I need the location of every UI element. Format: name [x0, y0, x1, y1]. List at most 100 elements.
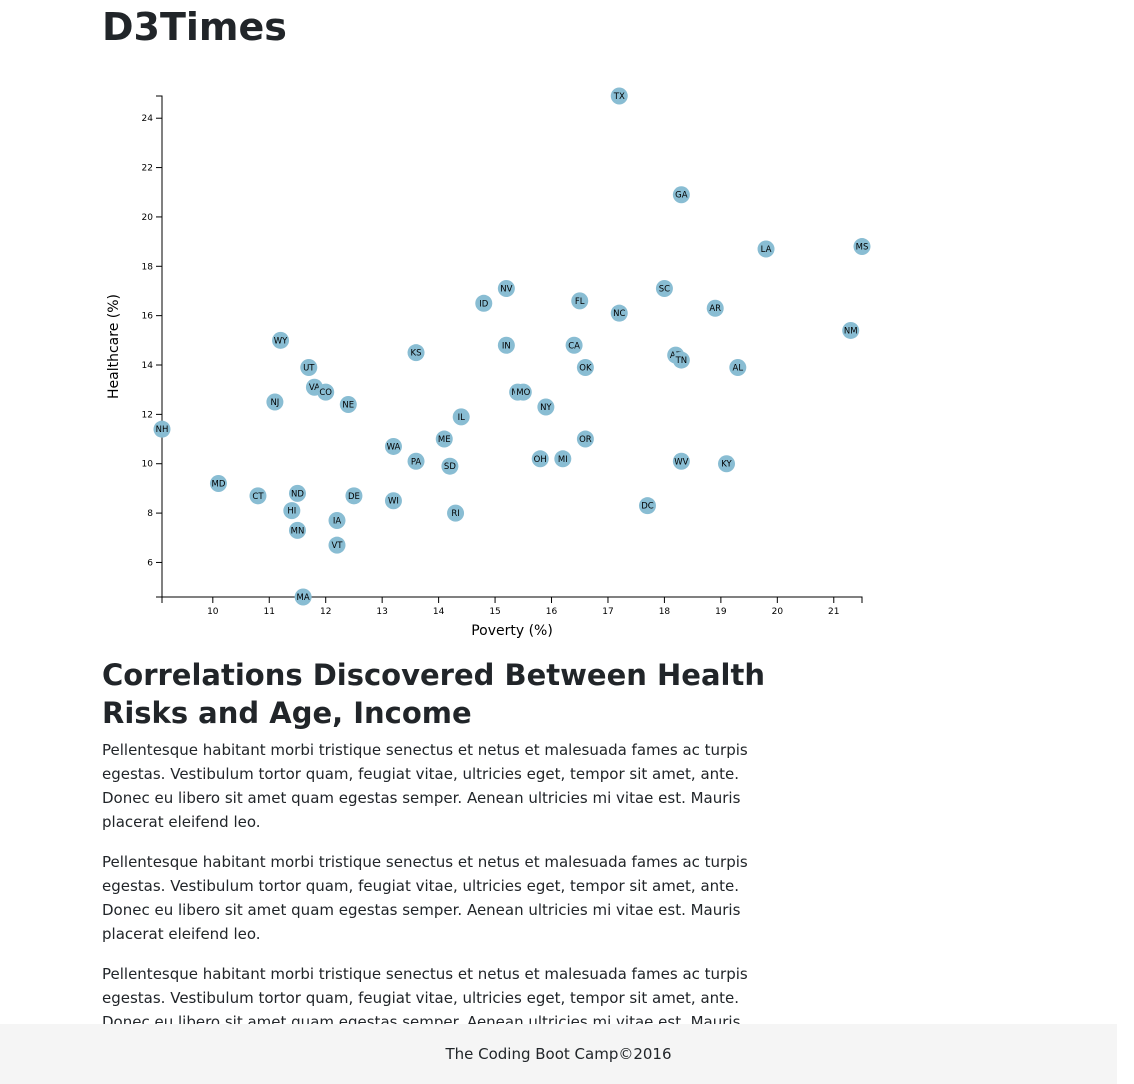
data-point[interactable]: [452, 408, 470, 426]
y-tick-label: 20: [142, 213, 154, 223]
data-point-label: NM: [844, 326, 858, 336]
data-point[interactable]: [672, 452, 690, 470]
data-point[interactable]: [576, 430, 594, 448]
data-point[interactable]: [317, 383, 335, 401]
data-point[interactable]: [757, 240, 775, 258]
data-point-label: OK: [579, 363, 592, 373]
article-paragraph: Pellentesque habitant morbi tristique se…: [102, 853, 748, 943]
y-tick-label: 14: [142, 361, 154, 371]
data-point[interactable]: [537, 398, 555, 416]
data-point-label: MS: [856, 243, 869, 253]
data-point[interactable]: [706, 299, 724, 317]
data-point[interactable]: [672, 186, 690, 204]
data-point[interactable]: [407, 344, 425, 362]
data-point[interactable]: [729, 358, 747, 376]
data-point[interactable]: [447, 504, 465, 522]
data-point-label: IN: [502, 341, 511, 351]
data-point[interactable]: [266, 393, 284, 411]
data-point-label: WA: [387, 442, 401, 452]
y-axis-line: [156, 95, 163, 598]
data-point-label: AR: [709, 304, 721, 314]
data-point[interactable]: [514, 383, 532, 401]
data-point-label: MA: [297, 593, 310, 603]
data-point[interactable]: [497, 336, 515, 354]
data-point-label: TX: [613, 92, 625, 102]
data-point-label: NC: [613, 309, 625, 319]
data-point-label: DC: [641, 502, 654, 512]
data-point-label: KS: [411, 349, 422, 359]
scatter-chart: 10 11 12 13 14 15 16 17 18 19 20 21 6 8 10 12 14 16 18 20 2…: [106, 87, 871, 639]
data-point[interactable]: [407, 452, 425, 470]
data-point[interactable]: [328, 536, 346, 554]
x-tick-label: 10: [207, 607, 219, 617]
data-point-label: NJ: [270, 398, 279, 408]
x-tick-label: 17: [602, 607, 613, 617]
data-point[interactable]: [441, 457, 459, 475]
data-point[interactable]: [475, 294, 493, 312]
data-point-label: SD: [444, 462, 456, 472]
data-point[interactable]: [345, 487, 363, 505]
data-point[interactable]: [672, 351, 690, 369]
y-axis-label: Healthcare (%): [106, 294, 122, 399]
x-tick-label: 12: [320, 607, 331, 617]
x-tick-label: 19: [715, 607, 727, 617]
data-point[interactable]: [554, 450, 572, 468]
x-axis-label: Poverty (%): [471, 623, 553, 639]
data-point[interactable]: [384, 492, 402, 510]
footer: The Coding Boot Camp©2016: [0, 1024, 1117, 1084]
data-point[interactable]: [249, 487, 267, 505]
data-point-label: ME: [438, 435, 451, 445]
data-point[interactable]: [339, 395, 357, 413]
data-point-label: MD: [212, 479, 226, 489]
data-point-label: NY: [540, 403, 552, 413]
x-tick-label: 21: [828, 607, 839, 617]
data-point-label: TN: [675, 356, 688, 366]
data-point-label: SC: [659, 285, 670, 295]
data-point[interactable]: [384, 437, 402, 455]
data-point-label: OH: [534, 455, 547, 465]
data-point[interactable]: [638, 497, 656, 515]
data-point[interactable]: [209, 474, 227, 492]
data-point-label: ND: [291, 489, 304, 499]
data-point[interactable]: [497, 280, 515, 298]
data-point[interactable]: [294, 588, 312, 606]
page-title: D3Times: [102, 5, 287, 49]
x-tick-label: 20: [772, 607, 784, 617]
data-point[interactable]: [842, 321, 860, 339]
data-point-label: DE: [348, 492, 360, 502]
data-point[interactable]: [531, 450, 549, 468]
data-point[interactable]: [435, 430, 453, 448]
data-point-label: NH: [156, 425, 169, 435]
x-tick-label: 13: [376, 607, 387, 617]
data-point-label: WI: [388, 497, 399, 507]
data-point[interactable]: [853, 238, 871, 256]
data-point[interactable]: [153, 420, 171, 438]
data-point[interactable]: [300, 358, 318, 376]
data-point-label: AL: [733, 363, 744, 373]
data-point[interactable]: [610, 87, 628, 105]
data-point[interactable]: [610, 304, 628, 322]
data-point[interactable]: [576, 358, 594, 376]
data-point-label: IA: [333, 516, 342, 526]
data-point[interactable]: [565, 336, 583, 354]
data-point[interactable]: [288, 484, 306, 502]
data-point-label: NE: [342, 400, 354, 410]
x-tick-label: 15: [489, 607, 500, 617]
data-point[interactable]: [272, 331, 290, 349]
data-point-label: OR: [579, 435, 592, 445]
data-point-label: HI: [287, 507, 296, 517]
data-point[interactable]: [571, 292, 589, 310]
x-tick-label: 16: [546, 607, 558, 617]
data-point[interactable]: [283, 502, 301, 520]
data-point-label: MO: [516, 388, 530, 398]
article: Correlations Discovered Between Health R…: [102, 656, 782, 1074]
data-point[interactable]: [655, 280, 673, 298]
y-tick-label: 18: [142, 262, 154, 272]
y-tick-label: 12: [142, 410, 153, 420]
data-point[interactable]: [328, 511, 346, 529]
data-point-label: WV: [674, 457, 688, 467]
data-point-label: NV: [500, 285, 512, 295]
data-point-label: PA: [411, 457, 422, 467]
data-point[interactable]: [288, 521, 306, 539]
data-point[interactable]: [718, 455, 736, 473]
